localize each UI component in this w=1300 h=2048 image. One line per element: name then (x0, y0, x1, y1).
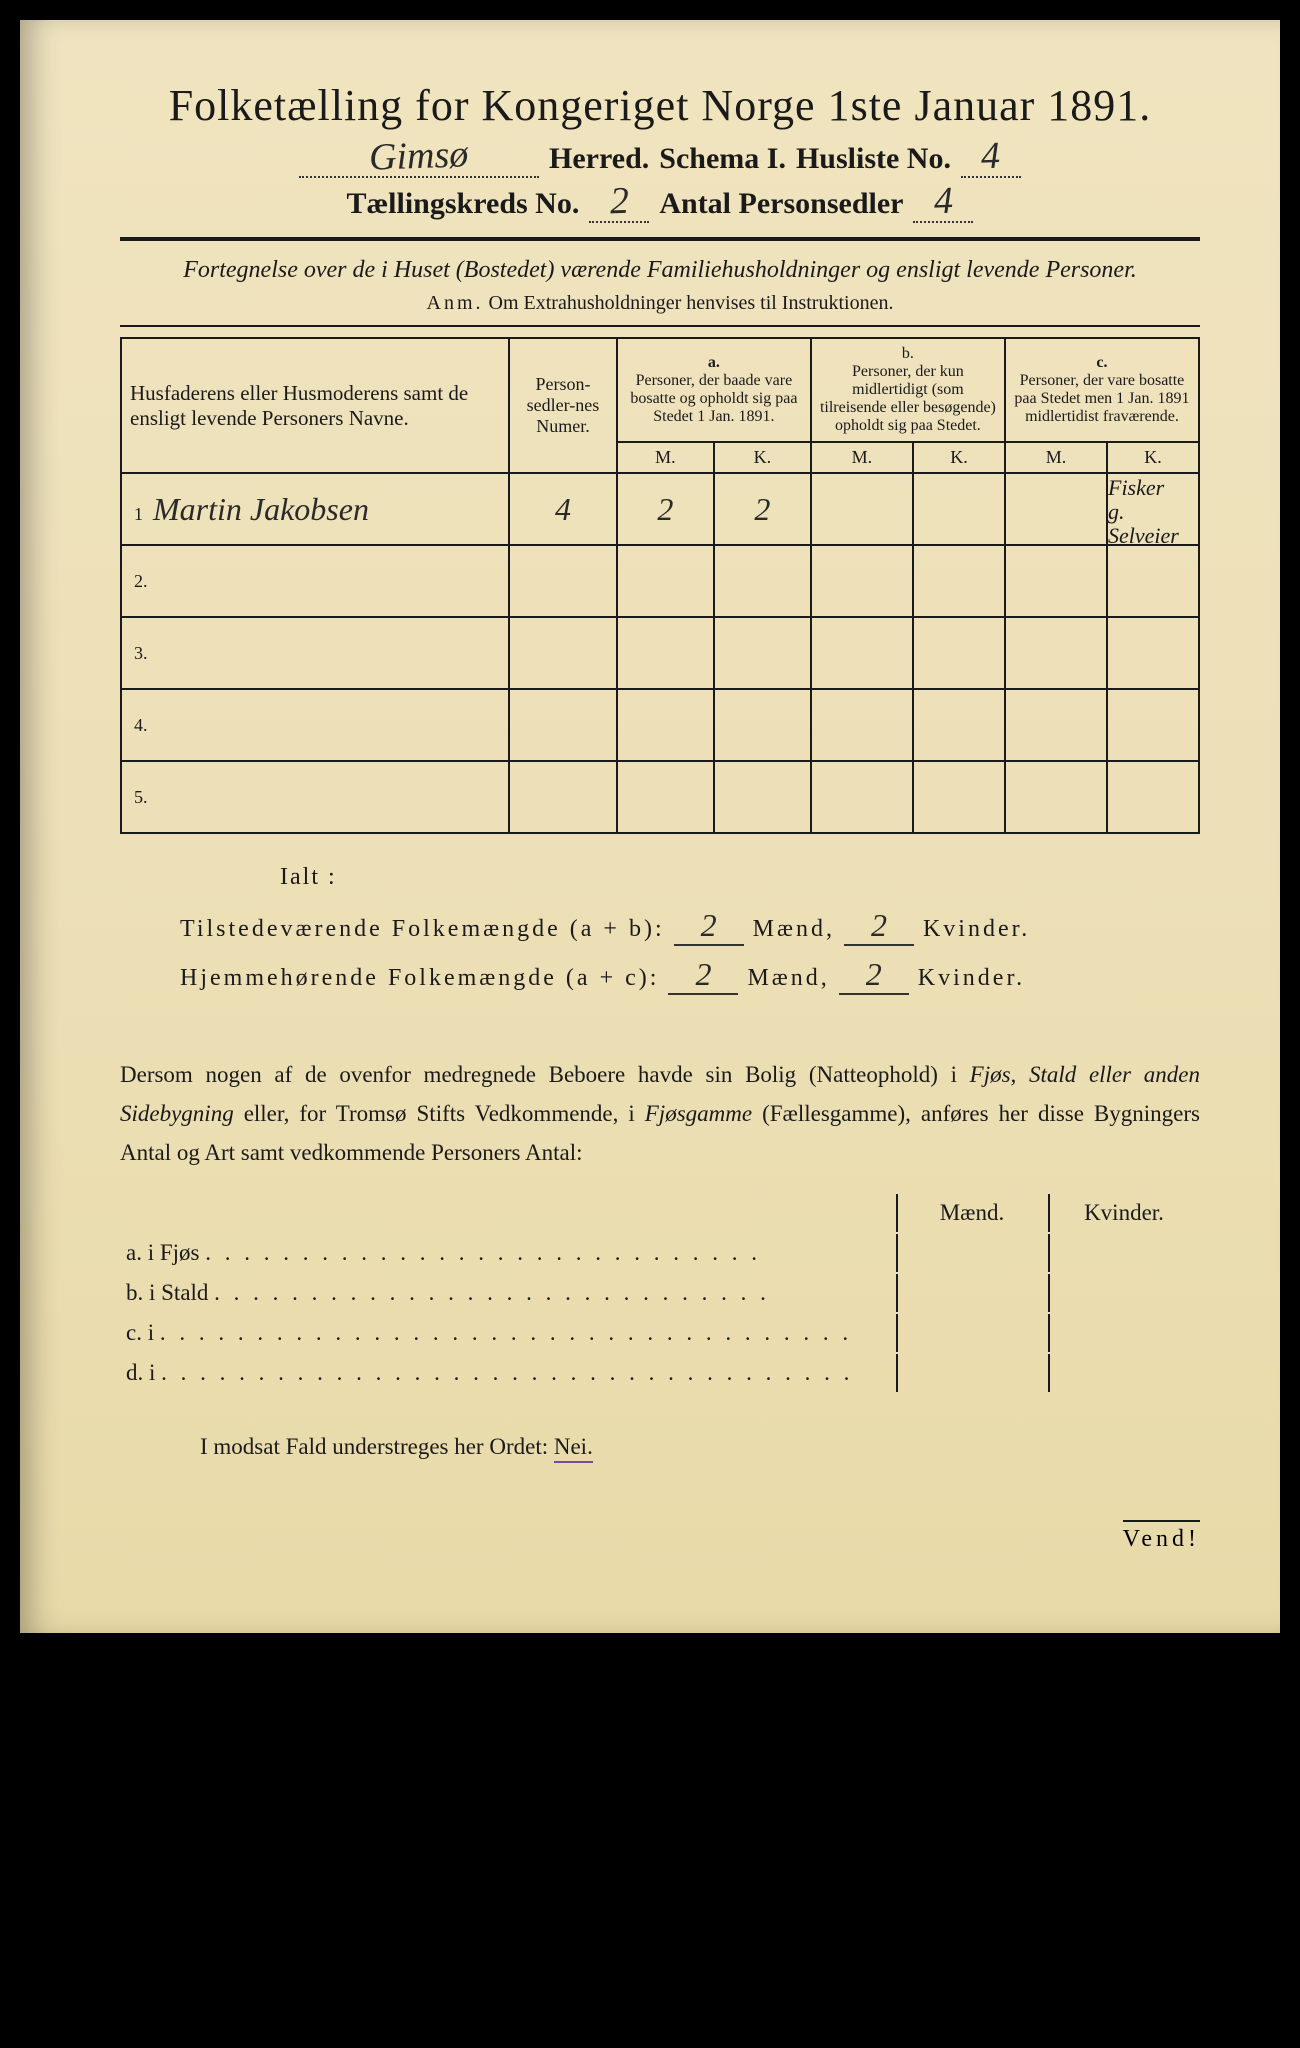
row1-name: Martin Jakobsen (153, 491, 369, 527)
col-b-m: M. (811, 442, 913, 473)
husliste-value: 4 (981, 141, 1001, 172)
antal-label: Antal Personsedler (659, 187, 903, 221)
antal-value: 4 (933, 186, 953, 217)
col-a-header: a. Personer, der baade vare bosatte og o… (617, 338, 811, 442)
rule-2 (120, 325, 1200, 327)
subtitle: Fortegnelse over de i Huset (Bostedet) v… (120, 257, 1200, 284)
census-form-page: Folketælling for Kongeriget Norge 1ste J… (20, 20, 1280, 1633)
table-row: 4. (121, 689, 1199, 761)
kreds-value: 2 (609, 186, 629, 217)
footer-line: I modsat Fald understreges her Ordet: Ne… (200, 1434, 1200, 1460)
nei-word: Nei. (554, 1434, 593, 1463)
main-title: Folketælling for Kongeriget Norge 1ste J… (120, 80, 1200, 131)
table-row: 2. (121, 545, 1199, 617)
building-table: Mænd. Kvinder. a. i Fjøs . . . . . . . .… (120, 1192, 1200, 1394)
bh-kvinder: Kvinder. (1048, 1194, 1198, 1232)
col-a-m: M. (617, 442, 714, 473)
col-c-m: M. (1005, 442, 1107, 473)
rule-1 (120, 237, 1200, 241)
bh-maend: Mænd. (896, 1194, 1046, 1232)
main-table: Husfaderens eller Husmoderens samt de en… (120, 337, 1200, 834)
anm-text: Om Extrahusholdninger henvises til Instr… (489, 292, 894, 314)
col-a-k: K. (714, 442, 811, 473)
ialt-label: Ialt : (280, 864, 1200, 891)
col-b-k: K. (913, 442, 1005, 473)
col-numer-header: Person-sedler-nes Numer. (509, 338, 617, 473)
summary-present: Tilstedeværende Folkemængde (a + b): 2 M… (180, 907, 1200, 946)
col-c-k: K. (1107, 442, 1199, 473)
table-row: 5. (121, 761, 1199, 833)
header-row-2: Tællingskreds No. 2 Antal Personsedler 4 (120, 186, 1200, 223)
table-row: 3. (121, 617, 1199, 689)
herred-value: Gimsø (369, 139, 469, 173)
schema-label: Schema I. (659, 142, 786, 176)
kreds-label: Tællingskreds No. (347, 187, 580, 221)
summary-resident: Hjemmehørende Folkemængde (a + c): 2 Mæn… (180, 956, 1200, 995)
herred-label: Herred. (549, 142, 649, 176)
col-b-header: b. Personer, der kun midlertidigt (som t… (811, 338, 1005, 442)
header-row-1: Gimsø Herred. Schema I. Husliste No. 4 (120, 141, 1200, 178)
husliste-label: Husliste No. (796, 142, 951, 176)
col-c-header: c. Personer, der vare bosatte paa Stedet… (1005, 338, 1199, 442)
vend-label: Vend! (1123, 1520, 1200, 1553)
anm-line: Anm. Om Extrahusholdninger henvises til … (120, 292, 1200, 315)
table-row: 1Martin Jakobsen 4 2 2 Fisker g. Selveie… (121, 473, 1199, 545)
anm-prefix: Anm. (427, 292, 484, 314)
col-names-header: Husfaderens eller Husmoderens samt de en… (121, 338, 509, 473)
building-paragraph: Dersom nogen af de ovenfor medregnede Be… (120, 1055, 1200, 1172)
row1-margin-note: Fisker g. Selveier (1108, 476, 1196, 549)
